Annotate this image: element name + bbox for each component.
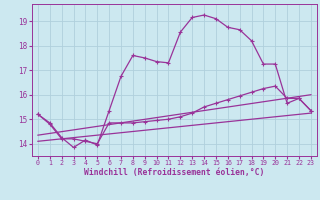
X-axis label: Windchill (Refroidissement éolien,°C): Windchill (Refroidissement éolien,°C) <box>84 168 265 177</box>
